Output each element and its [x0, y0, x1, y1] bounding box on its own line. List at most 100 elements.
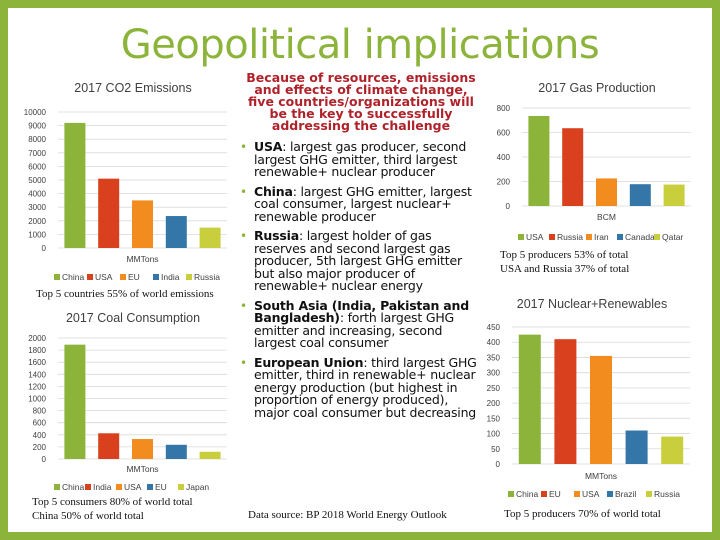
- legend-swatch: [574, 491, 580, 497]
- coal-consumption-chart-svg: 2017 Coal Consumption 0 200 400 600 800 1000 12…: [28, 311, 227, 492]
- y-tick-label: 9000: [28, 122, 46, 131]
- bar-russia: [562, 128, 584, 206]
- bar-china: [518, 334, 541, 464]
- bullet-russia-text: : largest holder of gas reserves and sec…: [254, 228, 462, 293]
- bar-china: [64, 122, 86, 248]
- y-tick-label: 0: [506, 202, 511, 211]
- legend-label-china: China: [62, 272, 84, 282]
- legend-label-india: India: [93, 482, 112, 492]
- bar-china: [64, 344, 86, 459]
- chart-title: 2017 CO2 Emissions: [74, 81, 191, 95]
- y-tick-label: 1400: [28, 370, 46, 379]
- headline: Because of resources, emissions and effe…: [246, 70, 476, 133]
- y-tick-label: 0: [42, 455, 47, 464]
- bar-usa: [590, 355, 612, 464]
- coal-note-line-1: Top 5 consumers 80% of world total: [32, 496, 193, 508]
- y-tick-label: 2000: [28, 217, 46, 226]
- y-tick-label: 400: [487, 338, 501, 347]
- y-tick-label: 800: [33, 407, 47, 416]
- legend-label-japan: Japan: [186, 482, 209, 492]
- y-tick-label: 800: [497, 104, 511, 113]
- y-tick-label: 50: [491, 445, 500, 454]
- legend-label-canada: Canada: [625, 232, 655, 242]
- legend-swatch: [607, 491, 613, 497]
- y-tick-label: 7000: [28, 149, 46, 158]
- bullet-south-asia-strong: South Asia (India, Pakistan and Banglade…: [254, 297, 469, 325]
- axis-unit-label: MMTons: [126, 254, 158, 264]
- y-tick-label: 1600: [28, 358, 46, 367]
- legend-label-russia: Russia: [557, 232, 583, 242]
- y-tick-label: 150: [487, 414, 501, 423]
- legend-swatch: [147, 484, 153, 490]
- coal-note: Top 5 consumers 80% of world total China…: [32, 496, 193, 523]
- legend-swatch: [586, 234, 592, 240]
- co2-emissions-chart-svg: 2017 CO2 Emissions 0 1000 2000 3000 4000 5000 6…: [24, 81, 227, 282]
- y-tick-label: 8000: [28, 135, 46, 144]
- y-tick-label: 3000: [28, 203, 46, 212]
- chart-title: 2017 Coal Consumption: [66, 311, 200, 325]
- bullet-dot-icon: •: [240, 355, 247, 370]
- y-tick-label: 200: [33, 443, 47, 452]
- legend-swatch: [54, 274, 60, 280]
- chart-title: 2017 Gas Production: [538, 81, 655, 95]
- bullet-usa-text: : largest gas producer, second largest G…: [254, 139, 467, 179]
- legend-swatch: [518, 234, 524, 240]
- bullet-russia-strong: Russia: [254, 228, 299, 243]
- y-tick-label: 5000: [28, 176, 46, 185]
- legend-swatch: [186, 274, 192, 280]
- legend-label-usa: USA: [526, 232, 544, 242]
- legend-label-brazil: Brazil: [615, 489, 636, 499]
- y-tick-label: 600: [497, 129, 511, 138]
- axis-unit-label: MMTons: [126, 464, 158, 474]
- bullet-list: • USA: largest gas producer, second large…: [240, 139, 482, 420]
- legend-label-iran: Iran: [594, 232, 609, 242]
- axis-unit-label: BCM: [597, 212, 616, 222]
- legend-label-india: India: [161, 272, 180, 282]
- bullet-eu-text: : third largest GHG emitter, third in re…: [254, 354, 477, 420]
- legend-label-china: China: [516, 489, 538, 499]
- y-tick-label: 350: [487, 353, 501, 362]
- center-text: Because of resources, emissions and effe…: [240, 70, 482, 426]
- gas-production-chart: 2017 Gas Production 0 200 400 600 800 BCM USA Ru…: [486, 78, 708, 248]
- legend-label-usa: USA: [95, 272, 113, 282]
- y-tick-label: 250: [487, 384, 501, 393]
- y-tick-label: 10000: [24, 108, 47, 117]
- bar-usa: [528, 115, 550, 206]
- bullet-china: • China: largest GHG emitter, largest coa…: [240, 184, 482, 224]
- y-tick-label: 6000: [28, 162, 46, 171]
- co2-emissions-chart: 2017 CO2 Emissions 0 1000 2000 3000 4000 5000 6…: [22, 76, 244, 290]
- gas-note-line-2: USA and Russia 37% of total: [500, 262, 630, 275]
- y-tick-label: 1800: [28, 346, 46, 355]
- legend-label-china: China: [62, 482, 84, 492]
- legend-swatch: [120, 274, 126, 280]
- bullet-usa-strong: USA: [254, 139, 283, 154]
- nuclear-renewables-chart-svg: 2017 Nuclear+Renewables 0 50 100 150 200 250 30…: [487, 297, 690, 499]
- y-tick-label: 200: [497, 178, 511, 187]
- bullet-dot-icon: •: [240, 184, 247, 199]
- nuclear-renewables-chart: 2017 Nuclear+Renewables 0 50 100 150 200 250 30…: [476, 294, 708, 506]
- axis-unit-label: MMTons: [585, 471, 617, 481]
- bar-canada: [629, 184, 651, 206]
- legend-swatch: [617, 234, 623, 240]
- bullet-south-asia: • South Asia (India, Pakistan and Banglad…: [240, 297, 482, 350]
- bar-brazil: [625, 430, 648, 464]
- bullet-eu-strong: European Union: [254, 354, 364, 370]
- co2-note-line: Top 5 countries 55% of world emissions: [36, 288, 214, 300]
- legend-label-usa: USA: [124, 482, 142, 492]
- legend-swatch: [508, 491, 514, 497]
- bullet-south-asia-text: : forth largest GHG emitter and increasi…: [254, 310, 455, 350]
- chart-title: 2017 Nuclear+Renewables: [517, 297, 667, 311]
- coal-consumption-chart: 2017 Coal Consumption 0 200 400 600 800 1000 12…: [22, 306, 244, 496]
- gas-note: Top 5 producers 53% of total USA and Rus…: [500, 249, 629, 276]
- bullet-dot-icon: •: [240, 140, 247, 154]
- legend-label-russia: Russia: [654, 489, 680, 499]
- gas-production-chart-svg: 2017 Gas Production 0 200 400 600 800 BCM USA Ru…: [497, 81, 691, 242]
- legend-swatch: [85, 484, 91, 490]
- bullet-dot-icon: •: [240, 298, 247, 313]
- bar-russia: [661, 436, 684, 464]
- legend-swatch: [178, 484, 184, 490]
- legend-label-eu: EU: [155, 482, 167, 492]
- nuclear-note-line: Top 5 producers 70% of world total: [504, 508, 661, 520]
- bar-eu: [554, 339, 577, 464]
